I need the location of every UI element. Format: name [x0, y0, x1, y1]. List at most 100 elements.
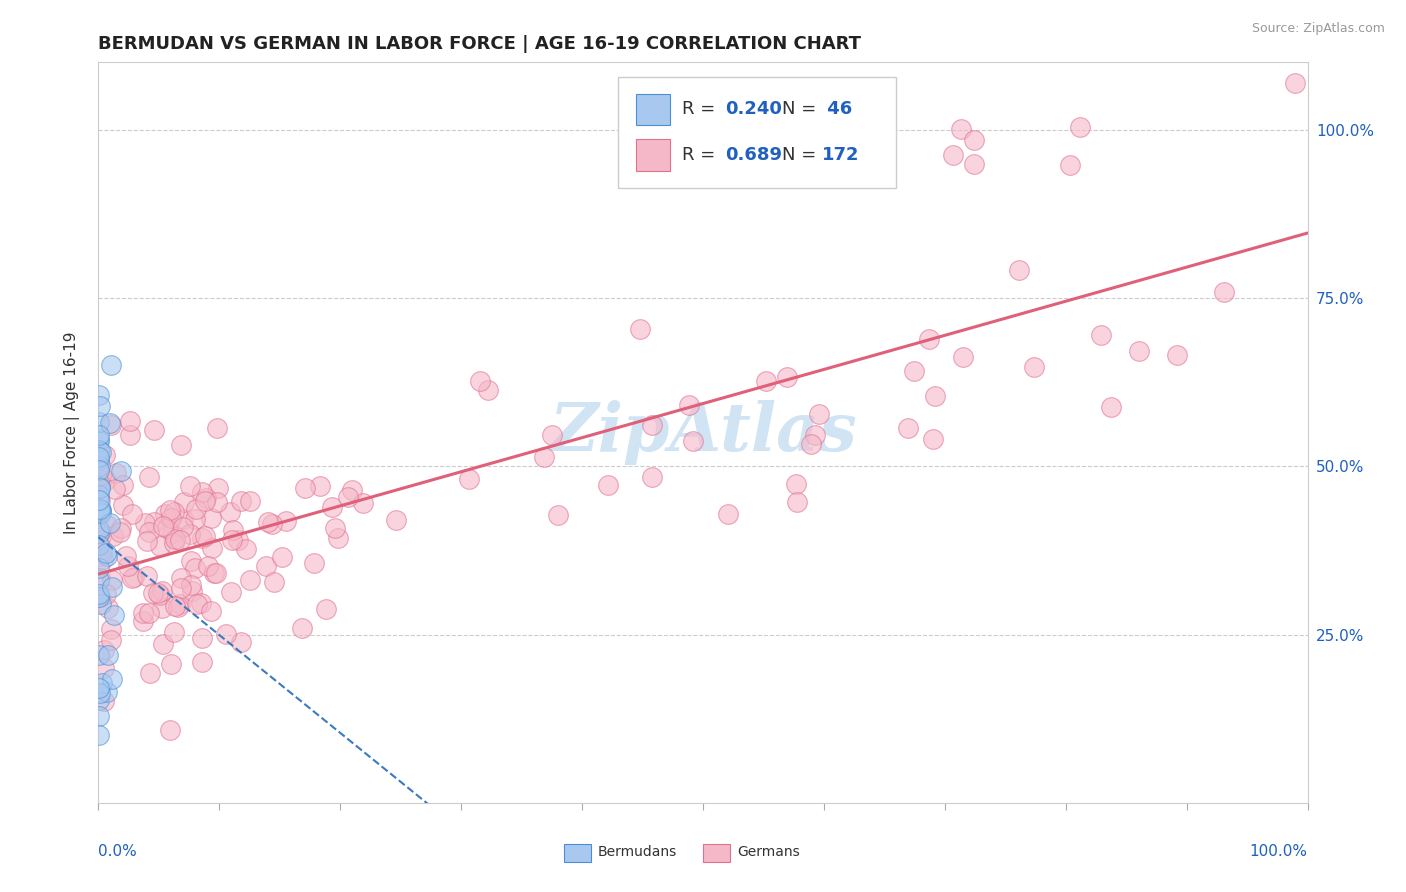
Point: [100, 622, 122, 636]
Text: 0.689: 0.689: [724, 146, 782, 164]
Point: [180, 554, 202, 568]
Point: [110, 524, 132, 539]
Point: [138, 470, 160, 484]
Point: [302, 556, 325, 570]
Point: [122, 570, 145, 584]
Point: [90, 676, 112, 690]
Point: [222, 524, 245, 538]
Point: [110, 521, 132, 535]
Point: [90, 445, 112, 459]
Point: [239, 573, 262, 587]
Point: [903, 364, 925, 378]
Text: 100.0%: 100.0%: [1250, 844, 1308, 858]
Point: [169, 597, 191, 611]
Point: [163, 532, 186, 546]
Point: [641, 417, 664, 432]
Text: BERMUDAN VS GERMAN IN LABOR FORCE | AGE 16-19 CORRELATION CHART: BERMUDAN VS GERMAN IN LABOR FORCE | AGE …: [98, 35, 862, 53]
Point: [87, 729, 110, 743]
Point: [326, 531, 349, 545]
Point: [776, 370, 799, 384]
Point: [132, 615, 155, 629]
Point: [112, 498, 135, 512]
Point: [184, 512, 207, 526]
Point: [118, 428, 141, 442]
Point: [786, 495, 808, 509]
Point: [229, 494, 252, 508]
Point: [204, 566, 226, 580]
Text: Germans: Germans: [737, 846, 800, 859]
Point: [1099, 401, 1122, 415]
Point: [207, 495, 229, 509]
Point: [1213, 285, 1236, 300]
Point: [89, 481, 111, 495]
Point: [630, 322, 652, 336]
Point: [221, 533, 243, 548]
Point: [89, 458, 111, 473]
Point: [87, 432, 110, 446]
Point: [120, 414, 142, 428]
Point: [132, 606, 155, 620]
Point: [963, 157, 986, 171]
Point: [183, 560, 205, 574]
Point: [271, 549, 294, 564]
Point: [262, 516, 284, 531]
Point: [87, 453, 110, 467]
Point: [172, 519, 194, 533]
Point: [87, 492, 110, 507]
Point: [97, 601, 120, 615]
Point: [149, 588, 172, 602]
Point: [235, 541, 257, 556]
Point: [804, 428, 827, 442]
Point: [89, 525, 111, 540]
Point: [1007, 263, 1029, 277]
Point: [87, 388, 110, 402]
Point: [291, 621, 314, 635]
Point: [254, 559, 277, 574]
Point: [294, 481, 316, 495]
Point: [180, 578, 202, 592]
Point: [215, 627, 238, 641]
Point: [103, 608, 125, 623]
Point: [90, 504, 112, 518]
Point: [152, 637, 174, 651]
Point: [148, 539, 170, 553]
Point: [87, 434, 110, 449]
Point: [197, 559, 219, 574]
Point: [194, 529, 217, 543]
Point: [191, 631, 214, 645]
Point: [96, 518, 118, 533]
Point: [90, 475, 112, 490]
Point: [90, 529, 112, 543]
Text: R =: R =: [682, 146, 721, 164]
Point: [136, 569, 159, 583]
Text: R =: R =: [682, 100, 721, 118]
Point: [163, 536, 186, 550]
Y-axis label: In Labor Force | Age 16-19: In Labor Force | Age 16-19: [63, 331, 80, 534]
Point: [1022, 359, 1045, 374]
Point: [170, 571, 193, 585]
Point: [598, 478, 620, 492]
Text: N =: N =: [782, 100, 821, 118]
Point: [121, 508, 143, 522]
Point: [90, 468, 112, 483]
Point: [100, 633, 122, 648]
Point: [87, 561, 110, 575]
Point: [457, 472, 479, 486]
Point: [179, 527, 201, 541]
Point: [87, 526, 110, 541]
Point: [89, 480, 111, 494]
Point: [200, 604, 222, 618]
Point: [942, 148, 965, 162]
Point: [352, 496, 374, 510]
FancyBboxPatch shape: [564, 844, 591, 862]
Point: [274, 515, 297, 529]
Point: [166, 600, 188, 615]
Text: 46: 46: [821, 100, 853, 118]
Point: [641, 469, 664, 483]
Point: [165, 599, 187, 613]
Point: [256, 515, 278, 529]
Point: [104, 466, 127, 480]
Point: [87, 415, 110, 429]
Point: [807, 407, 830, 421]
Point: [179, 479, 201, 493]
